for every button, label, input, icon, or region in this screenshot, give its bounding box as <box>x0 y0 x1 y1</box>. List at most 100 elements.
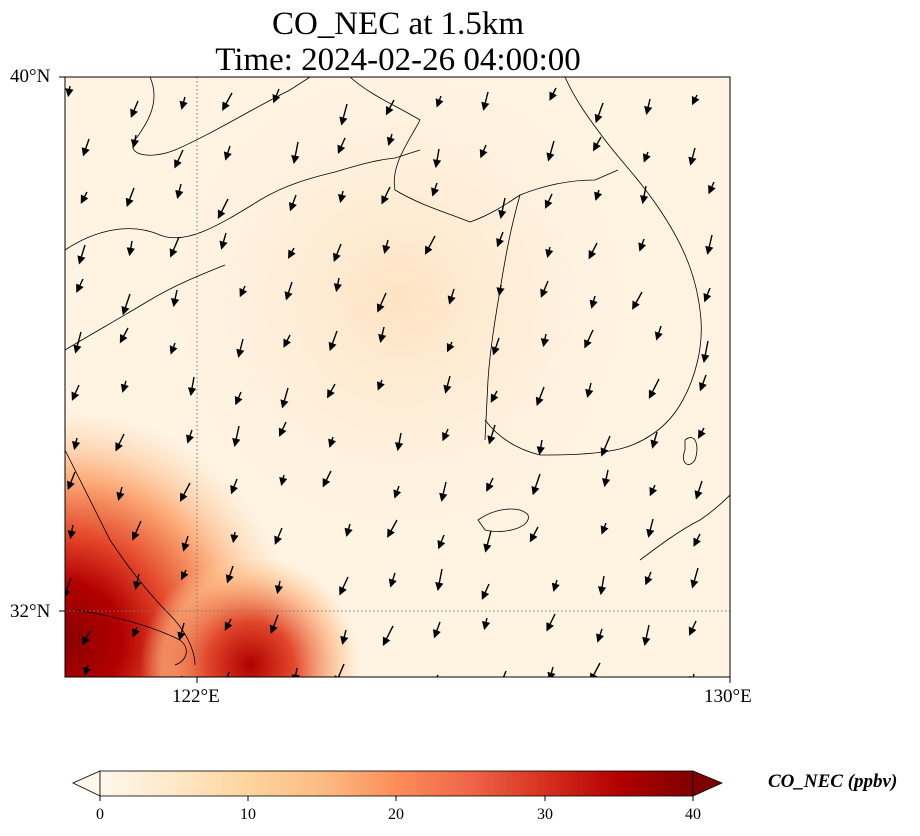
wind-arrow <box>387 519 398 538</box>
gridlines <box>65 77 730 677</box>
wind-arrow <box>232 425 241 447</box>
wind-arrow <box>234 391 243 406</box>
wind-arrow <box>187 376 197 397</box>
wind-arrow <box>479 144 488 159</box>
colorbar-tick-40: 40 <box>685 806 701 823</box>
wind-arrow <box>179 482 191 502</box>
wind-arrow <box>544 193 553 209</box>
wind-arrow <box>496 231 505 248</box>
wind-arrow <box>180 569 189 581</box>
wind-arrow <box>691 94 700 106</box>
wind-arrow <box>225 565 234 584</box>
wind-arrow <box>531 473 541 496</box>
wind-arrow <box>121 293 131 316</box>
wind-arrow <box>496 284 505 297</box>
wind-arrow <box>288 247 296 259</box>
wind-arrow <box>236 338 245 358</box>
wind-arrow <box>126 240 135 257</box>
wind-arrow <box>269 614 279 635</box>
wind-arrow <box>690 567 699 589</box>
wind-arrow <box>648 378 660 399</box>
colorbar <box>72 770 724 801</box>
wind-arrow <box>593 136 602 152</box>
wind-arrow <box>594 102 604 124</box>
wind-arrow <box>393 485 402 499</box>
wind-arrow <box>376 292 387 313</box>
wind-arrow <box>131 520 142 541</box>
wind-arrow <box>487 424 496 445</box>
wind-arrow <box>169 236 180 258</box>
co-nec-field <box>65 77 730 677</box>
wind-arrow <box>387 679 391 694</box>
wind-arrow <box>239 285 248 298</box>
wind-arrow <box>646 518 655 538</box>
wind-arrow <box>650 431 659 449</box>
wind-arrow <box>642 624 651 646</box>
colorbar-scale <box>99 770 694 797</box>
wind-arrow <box>171 289 180 308</box>
lat-tick-32: 32°N <box>10 601 51 622</box>
wind-arrow <box>119 327 129 344</box>
wind-arrow <box>82 630 91 646</box>
wind-arrow <box>382 239 391 254</box>
wind-arrow <box>688 620 697 636</box>
wind-arrow <box>394 432 404 452</box>
wind-arrow <box>649 484 658 497</box>
wind-arrow <box>174 149 184 169</box>
wind-arrow <box>654 325 663 341</box>
wind-arrow <box>536 439 545 456</box>
wind-arrow <box>284 281 293 301</box>
wind-arrow <box>547 666 556 677</box>
wind-arrow <box>279 474 288 487</box>
wind-arrow <box>67 524 76 540</box>
colorbar-extend-min <box>72 770 101 797</box>
wind-arrow <box>125 187 135 208</box>
wind-arrow <box>65 85 74 98</box>
wind-arrow <box>584 329 594 349</box>
wind-arrow <box>535 386 545 407</box>
wind-arrow <box>77 244 86 265</box>
wind-arrow <box>703 287 712 303</box>
wind-arrow <box>596 628 605 643</box>
wind-arrow <box>545 246 554 259</box>
wind-arrow <box>224 618 233 631</box>
wind-arrow <box>388 572 397 588</box>
wind-arrow <box>435 95 444 108</box>
wind-arrow <box>540 280 549 298</box>
wind-arrow <box>589 662 601 677</box>
map-title-line1: CO_NEC at 1.5km <box>271 6 525 42</box>
wind-arrow <box>490 390 499 403</box>
wind-arrow <box>382 625 394 646</box>
wind-arrow <box>597 575 607 596</box>
wind-arrow <box>638 238 647 252</box>
wind-arrow <box>644 98 653 115</box>
wind-arrow <box>280 387 289 409</box>
wind-arrow <box>443 375 452 394</box>
wind-arrow <box>694 480 703 500</box>
map-frame <box>64 76 731 678</box>
wind-arrow <box>588 242 598 260</box>
wind-arrow <box>291 141 300 164</box>
wind-arrow <box>334 663 345 677</box>
wind-arrow <box>600 522 609 535</box>
wind-arrow <box>333 277 342 293</box>
wind-arrow <box>186 429 195 444</box>
wind-arrow <box>481 583 490 600</box>
wind-arrow <box>689 673 698 677</box>
wind-arrow <box>705 234 714 255</box>
wind-arrow <box>376 379 385 391</box>
wind-arrow <box>540 333 550 348</box>
wind-arrow <box>83 664 92 676</box>
wind-arrow <box>431 182 440 197</box>
wind-arrow <box>223 145 232 161</box>
wind-arrow <box>432 148 442 169</box>
wind-arrow <box>226 671 230 677</box>
wind-arrow <box>594 189 603 201</box>
wind-arrow <box>230 531 239 544</box>
wind-arrow <box>642 678 647 692</box>
wind-arrow <box>120 380 129 393</box>
wind-arrow <box>546 613 556 632</box>
wind-arrow <box>424 235 436 255</box>
wind-arrow <box>219 232 228 250</box>
